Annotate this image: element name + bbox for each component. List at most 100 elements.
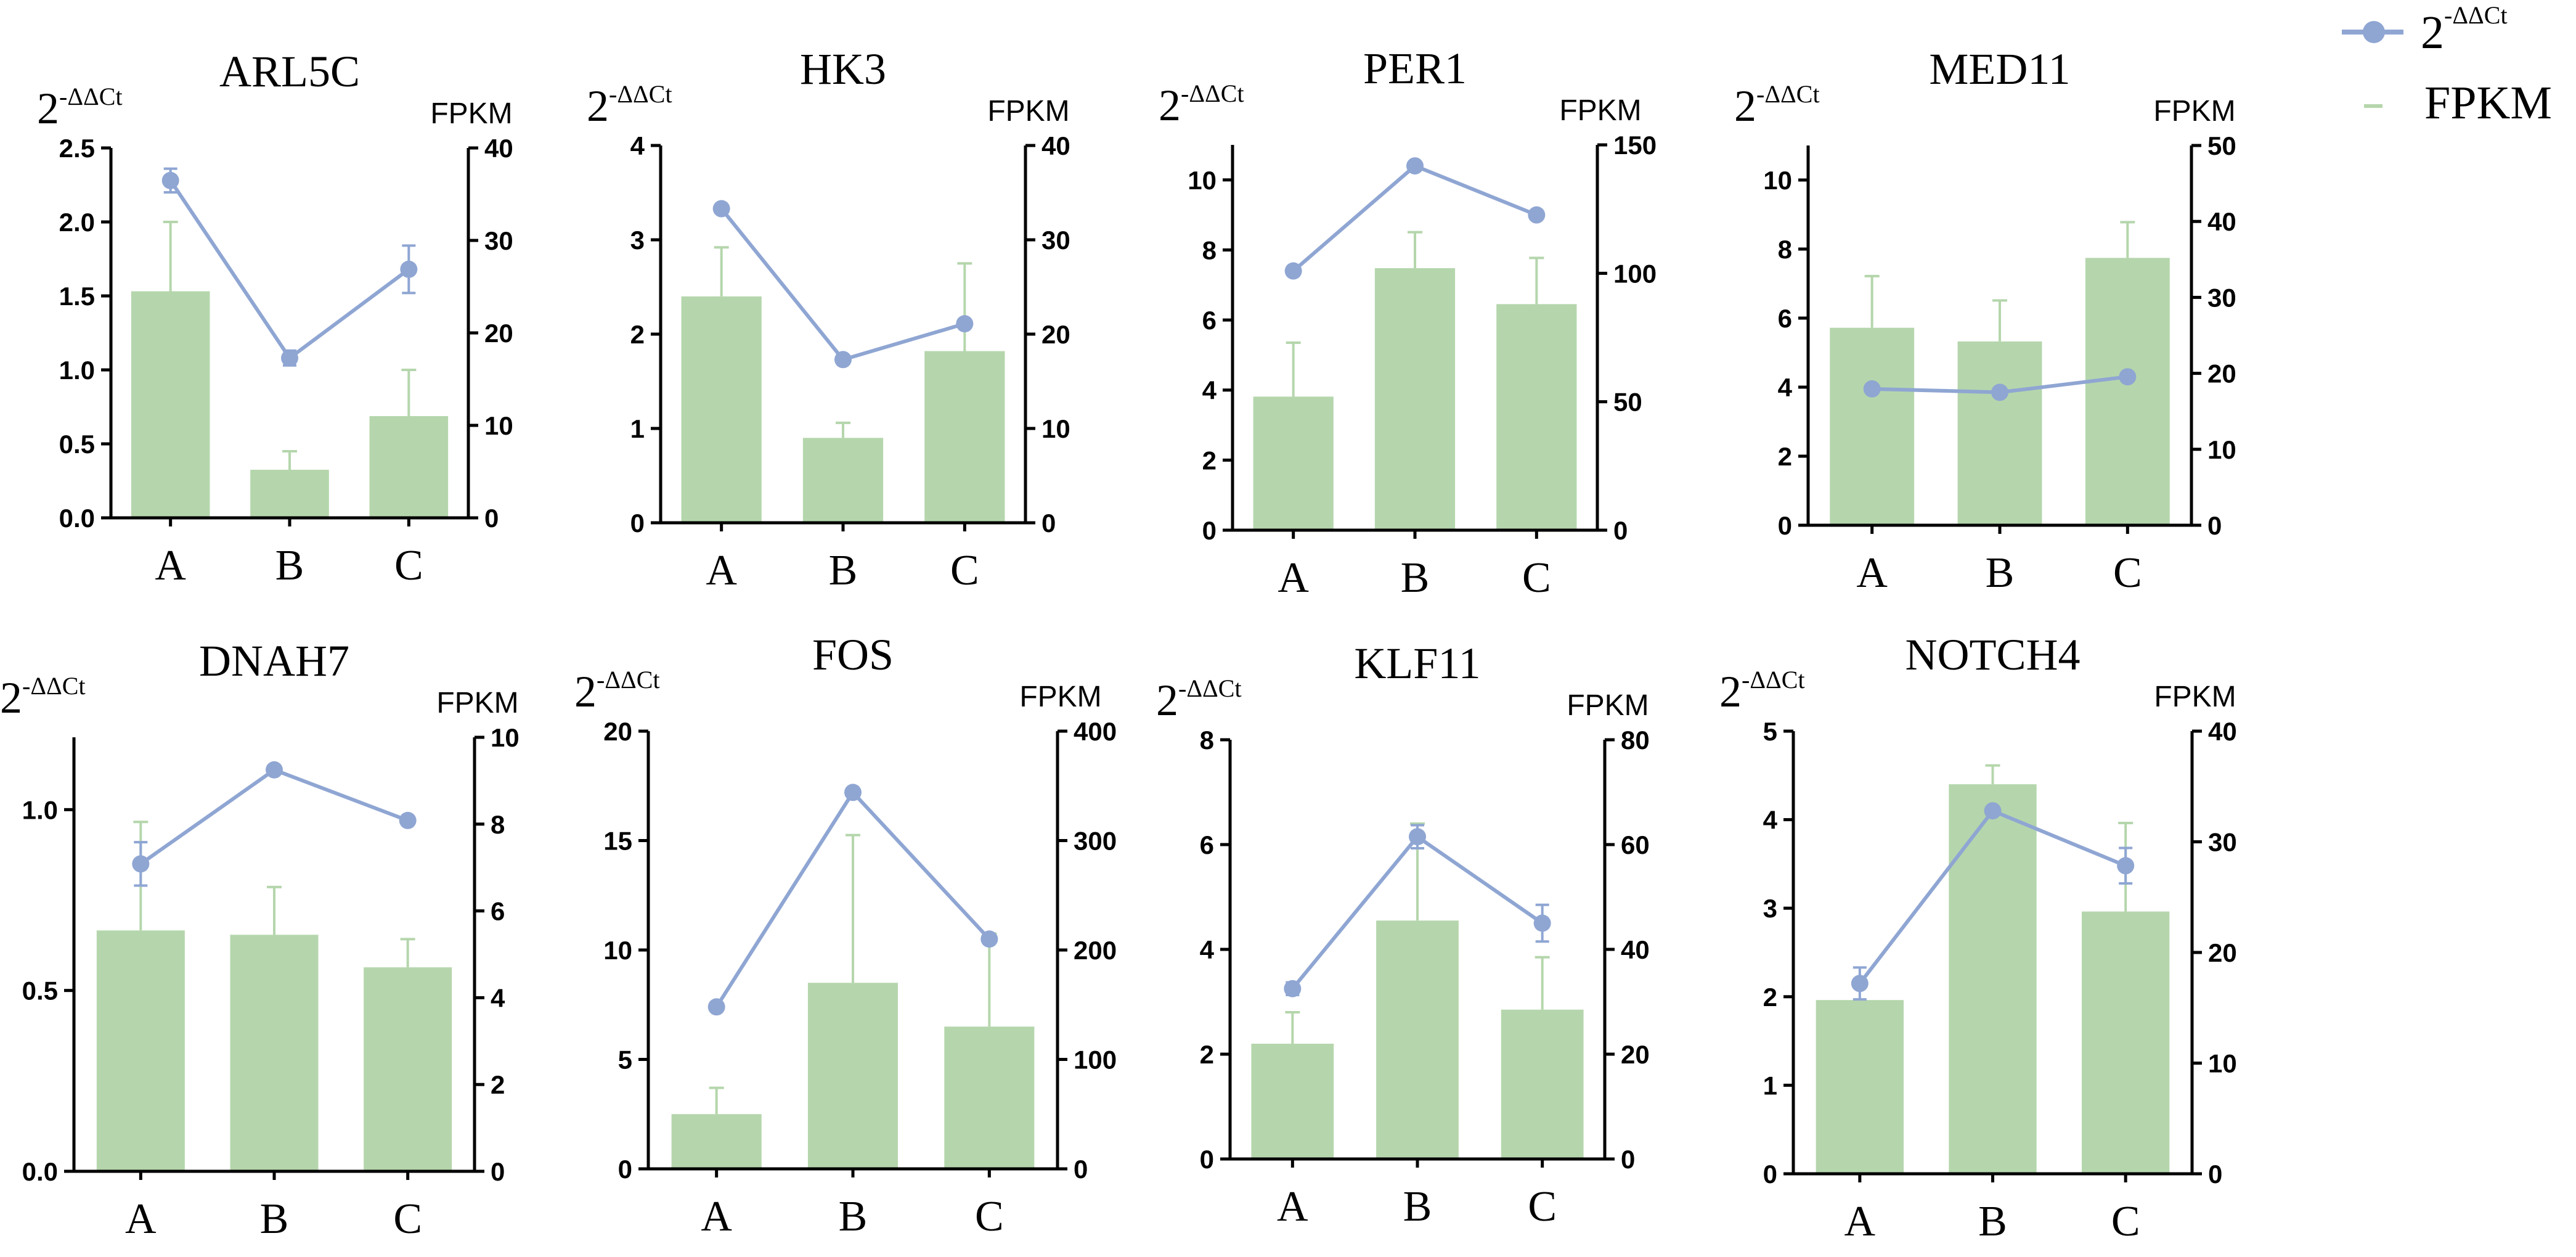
left-axis-label-sup: -ΔΔCt <box>1178 674 1242 702</box>
bar-b <box>1957 341 2042 525</box>
bar-a <box>671 1114 762 1169</box>
chart-title: MED11 <box>1929 44 2070 94</box>
right-tick-label: 100 <box>1613 259 1657 288</box>
bar-a <box>681 296 762 523</box>
line-point-b <box>1409 828 1426 846</box>
right-tick-label: 40 <box>484 134 513 163</box>
left-tick-label: 0 <box>1200 1145 1214 1174</box>
x-tick-label-b: B <box>260 1195 289 1243</box>
right-tick-label: 30 <box>2207 283 2236 312</box>
right-tick-label: 150 <box>1613 131 1657 160</box>
left-tick-label: 2 <box>1200 1040 1214 1069</box>
line-point-c <box>1528 206 1546 224</box>
left-tick-label: 5 <box>618 1046 632 1075</box>
right-tick-label: 400 <box>1074 717 1117 746</box>
bar-b <box>230 935 319 1171</box>
left-tick-label: 2.5 <box>59 134 95 163</box>
left-tick-label: 1.0 <box>59 356 95 385</box>
line-point-b <box>1984 802 2002 820</box>
left-tick-label: 8 <box>1200 726 1214 755</box>
x-tick-label-a: A <box>701 1193 732 1240</box>
left-tick-label: 8 <box>1202 235 1217 264</box>
bar-a <box>96 930 185 1171</box>
bar-c <box>369 416 449 518</box>
left-tick-label: 0.5 <box>59 430 95 459</box>
x-tick-label-a: A <box>155 542 186 589</box>
right-axis-label: FPKM <box>1567 689 1649 722</box>
left-axis-label: 2-ΔΔCt <box>587 80 672 131</box>
right-axis-label: FPKM <box>436 687 518 719</box>
right-tick-label: 10 <box>484 411 513 440</box>
x-tick-label-c: C <box>1522 554 1551 602</box>
left-axis-label-sup: -ΔΔCt <box>1742 666 1805 694</box>
chart-title: PER1 <box>1363 44 1467 93</box>
left-axis-label-base: 2 <box>37 84 59 133</box>
legend-line-label-base: 2 <box>2421 7 2444 59</box>
left-tick-label: 0.0 <box>22 1157 58 1186</box>
bar-b <box>1376 920 1459 1159</box>
line-point-b <box>834 351 852 369</box>
left-tick-label: 2 <box>1763 983 1777 1012</box>
bar-c <box>2081 911 2170 1174</box>
left-axis-label-sup: -ΔΔCt <box>59 83 123 110</box>
x-tick-label-a: A <box>1278 554 1309 602</box>
left-tick-label: 3 <box>630 226 645 255</box>
left-tick-label: 0 <box>1202 516 1217 545</box>
legend: 2-ΔΔCt FPKM <box>2342 1 2552 129</box>
right-tick-label: 0 <box>2208 1160 2222 1189</box>
left-axis-label-sup: -ΔΔCt <box>22 672 86 700</box>
left-tick-label: 2 <box>1202 446 1217 475</box>
left-axis-label-sup: -ΔΔCt <box>609 80 672 108</box>
line-point-c <box>400 260 418 278</box>
chart-title: DNAH7 <box>199 636 349 686</box>
right-tick-label: 30 <box>2208 828 2237 857</box>
line-point-c <box>1533 914 1551 932</box>
x-tick-label-b: B <box>1403 1183 1432 1230</box>
chart-title: NOTCH4 <box>1906 630 2081 679</box>
x-tick-label-c: C <box>2113 549 2142 597</box>
left-tick-label: 6 <box>1202 306 1217 335</box>
line-point-b <box>266 761 283 779</box>
x-tick-label-c: C <box>2111 1198 2140 1245</box>
x-tick-label-c: C <box>393 1195 422 1243</box>
x-tick-label-a: A <box>1844 1198 1876 1245</box>
bar-b <box>802 438 884 523</box>
right-tick-label: 20 <box>484 319 513 348</box>
line-point-a <box>1284 980 1302 997</box>
bar-a <box>1251 1044 1334 1159</box>
right-tick-label: 50 <box>2207 131 2236 160</box>
left-tick-label: 1 <box>1763 1071 1777 1100</box>
left-tick-label: 4 <box>1763 806 1778 835</box>
left-tick-label: 15 <box>603 827 632 856</box>
right-tick-label: 0 <box>2207 511 2222 540</box>
right-tick-label: 40 <box>2207 207 2236 236</box>
right-tick-label: 10 <box>2207 435 2236 464</box>
left-axis-label-sup: -ΔΔCt <box>597 666 660 694</box>
bar-a <box>1253 396 1334 530</box>
left-tick-label: 6 <box>1778 304 1792 333</box>
legend-line-marker <box>2363 21 2385 43</box>
right-tick-label: 30 <box>1041 226 1070 255</box>
right-tick-label: 100 <box>1074 1046 1117 1075</box>
line-point-b <box>844 784 862 801</box>
x-tick-label-a: A <box>125 1195 157 1243</box>
left-axis-label-base: 2 <box>1719 667 1742 716</box>
left-axis-label: 2-ΔΔCt <box>1734 80 1820 131</box>
left-tick-label: 4 <box>1778 373 1793 402</box>
right-axis-label: FPKM <box>1019 681 1101 713</box>
left-tick-label: 0.0 <box>59 504 95 533</box>
left-tick-label: 0 <box>618 1155 632 1184</box>
right-tick-label: 0 <box>1613 516 1628 545</box>
x-tick-label-c: C <box>394 542 423 589</box>
chart-title: FOS <box>812 630 894 679</box>
line-point-b <box>1991 383 2008 401</box>
right-tick-label: 200 <box>1074 936 1117 965</box>
left-tick-label: 2 <box>1778 442 1792 471</box>
chart-panel-arl5c: 0.0 0.5 1.0 1.5 2.0 2.5 0 10 20 30 40 A B C ARL5C 2-ΔΔC… <box>37 47 513 589</box>
